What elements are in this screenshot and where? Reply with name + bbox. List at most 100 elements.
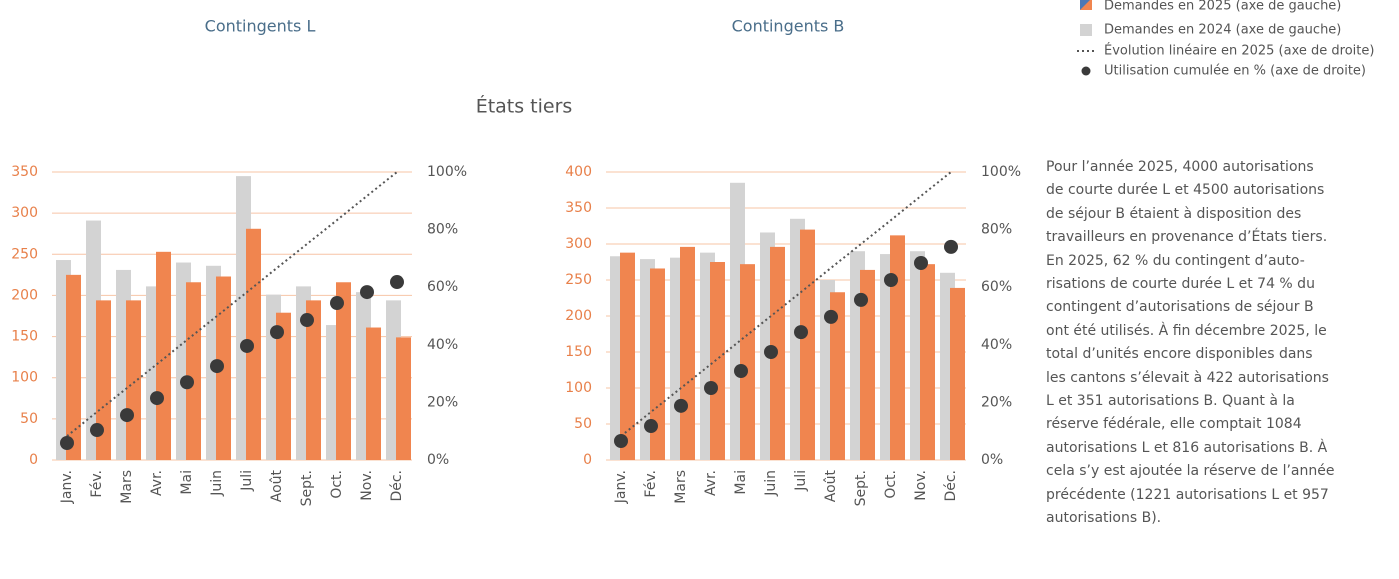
x-tick-label: Avr. xyxy=(149,470,165,496)
legend-label: Utilisation cumulée en % (axe de droite) xyxy=(1104,64,1366,79)
y2-tick-label: 100% xyxy=(427,164,467,180)
y-tick-label: 350 xyxy=(11,164,38,180)
dot xyxy=(944,239,958,254)
paragraph-line: contingent d’autorisations de séjour B xyxy=(1046,299,1314,316)
x-tick-label: Nov. xyxy=(913,470,929,501)
dot xyxy=(644,419,658,434)
y-tick-label: 300 xyxy=(565,236,592,252)
bar xyxy=(66,274,81,460)
dot xyxy=(884,273,898,287)
bar xyxy=(650,268,665,460)
bar xyxy=(920,264,935,460)
dot xyxy=(240,338,254,353)
x-tick-label: Fév. xyxy=(643,470,659,498)
bar xyxy=(740,264,755,460)
x-tick-label: Sept. xyxy=(299,470,315,506)
bar xyxy=(710,262,725,460)
x-tick-label: Janv. xyxy=(613,470,629,504)
bar xyxy=(890,235,905,460)
dot xyxy=(60,436,74,451)
bar xyxy=(620,252,635,460)
legend-label: Demandes en 2024 (axe de gauche) xyxy=(1104,23,1341,38)
paragraph-line: risations de courte durée L et 74 % du xyxy=(1046,276,1315,293)
trend-line xyxy=(620,171,952,437)
x-tick-label: Oct. xyxy=(883,470,899,499)
legend-swatch xyxy=(1080,0,1090,10)
dot xyxy=(734,364,748,379)
dot xyxy=(614,433,628,448)
dot xyxy=(270,325,284,340)
y-tick-label: 100 xyxy=(11,370,38,386)
x-tick-label: Mai xyxy=(179,470,195,495)
main-title: États tiers xyxy=(476,95,573,118)
y2-tick-label: 80% xyxy=(981,222,1012,238)
paragraph-line: cela s’y est ajoutée la réserve de l’ann… xyxy=(1046,463,1335,480)
y-tick-label: 100 xyxy=(565,380,592,396)
paragraph: Pour l’année 2025, 4000 autorisations de … xyxy=(1046,156,1386,531)
paragraph-line: réserve fédérale, elle comptait 1084 xyxy=(1046,416,1302,433)
bar xyxy=(126,300,141,460)
dot xyxy=(330,296,344,311)
dot xyxy=(300,313,314,328)
y2-tick-label: 100% xyxy=(981,164,1021,180)
y2-tick-label: 60% xyxy=(427,279,458,295)
bar xyxy=(336,282,351,460)
y2-tick-label: 80% xyxy=(427,222,458,238)
paragraph-line: total d’unités encore disponibles dans xyxy=(1046,346,1313,363)
x-tick-label: Juli xyxy=(239,470,255,492)
x-tick-label: Sept. xyxy=(853,470,869,506)
y2-tick-label: 0% xyxy=(427,452,449,468)
dot xyxy=(824,309,838,324)
bar xyxy=(396,337,411,460)
y-tick-label: 50 xyxy=(20,411,38,427)
y-tick-label: 150 xyxy=(565,344,592,360)
legend-label: Évolution linéaire en 2025 (axe de droit… xyxy=(1104,43,1374,59)
dot xyxy=(704,381,718,395)
x-tick-label: Déc. xyxy=(389,470,405,502)
legend-swatch xyxy=(1081,66,1091,76)
y-tick-label: 400 xyxy=(565,164,592,180)
dot xyxy=(150,391,164,406)
dot xyxy=(854,292,868,307)
dot xyxy=(390,275,404,290)
bar xyxy=(96,300,111,460)
dot xyxy=(674,398,688,413)
y2-tick-label: 60% xyxy=(981,279,1012,295)
paragraph-line: de séjour B étaient à disposition des xyxy=(1046,205,1302,222)
bar xyxy=(680,246,695,460)
paragraph-line: ont été utilisés. À fin décembre 2025, l… xyxy=(1046,322,1327,339)
y2-tick-label: 40% xyxy=(427,337,458,353)
x-tick-label: Nov. xyxy=(359,470,375,501)
y2-tick-label: 0% xyxy=(981,452,1003,468)
x-tick-label: Juin xyxy=(209,470,225,497)
dot xyxy=(914,256,928,271)
bar xyxy=(366,327,381,460)
x-tick-label: Juli xyxy=(793,470,809,492)
dot xyxy=(764,345,778,359)
paragraph-line: précédente (1221 autorisations L et 957 xyxy=(1046,486,1329,503)
y-tick-label: 200 xyxy=(11,287,38,303)
dot xyxy=(180,375,194,390)
y-tick-label: 150 xyxy=(11,329,38,345)
paragraph-line: autorisations B). xyxy=(1046,510,1162,527)
bar xyxy=(860,269,875,460)
bar xyxy=(306,300,321,460)
y-tick-label: 300 xyxy=(11,205,38,221)
paragraph-line: les cantons s’élevait à 422 autorisation… xyxy=(1046,369,1329,386)
bar xyxy=(156,251,171,460)
legend-swatch xyxy=(1080,24,1092,36)
paragraph-line: En 2025, 62 % du contingent d’auto- xyxy=(1046,252,1305,269)
y-tick-label: 350 xyxy=(565,200,592,216)
y-tick-label: 0 xyxy=(29,452,38,468)
y-tick-label: 200 xyxy=(565,308,592,324)
bar xyxy=(276,312,291,460)
bar xyxy=(950,287,965,460)
chart-title: Contingents L xyxy=(205,17,316,36)
x-tick-label: Mai xyxy=(733,470,749,495)
y-tick-label: 50 xyxy=(574,416,592,432)
x-tick-label: Mars xyxy=(119,470,135,504)
paragraph-line: Pour l’année 2025, 4000 autorisations xyxy=(1046,159,1314,175)
x-tick-label: Janv. xyxy=(59,470,75,504)
